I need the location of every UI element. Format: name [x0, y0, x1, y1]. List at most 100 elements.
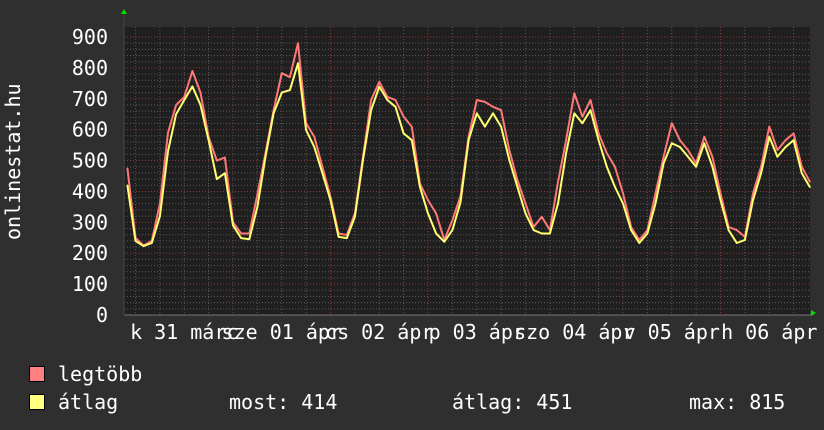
data-point-max	[159, 203, 161, 205]
y-tick-label: 100	[72, 272, 108, 296]
data-point-max	[224, 156, 226, 159]
x-tick-label: k 31 márc	[130, 320, 238, 344]
data-point-max	[752, 192, 754, 195]
data-point-avg	[809, 186, 811, 188]
data-point-avg	[175, 113, 177, 116]
data-point-avg	[215, 178, 218, 180]
data-point-avg	[711, 165, 714, 168]
data-point-avg	[703, 142, 706, 145]
data-point-avg	[207, 139, 210, 141]
data-point-max	[289, 76, 291, 78]
data-point-max	[500, 109, 502, 112]
data-point-max	[183, 96, 186, 98]
data-point-avg	[386, 99, 389, 101]
data-point-max	[492, 106, 494, 108]
data-point-avg	[150, 242, 153, 244]
data-point-avg	[484, 125, 486, 128]
data-point-max	[719, 192, 722, 195]
x-tick-label: h 06 ápr	[721, 320, 817, 344]
data-point-max	[809, 181, 811, 183]
data-point-max	[516, 179, 519, 181]
legend-max-value: max: 815	[689, 390, 786, 414]
data-point-max	[768, 125, 771, 128]
data-point-max	[679, 139, 681, 141]
data-point-avg	[800, 172, 803, 175]
data-point-avg	[646, 232, 649, 235]
data-point-max	[378, 80, 381, 83]
data-point-avg	[695, 165, 697, 168]
data-point-max	[800, 165, 803, 168]
data-point-avg	[508, 159, 511, 161]
data-point-max	[622, 192, 624, 195]
y-tick-label: 300	[72, 210, 108, 234]
data-point-avg	[614, 186, 616, 188]
data-point-avg	[337, 236, 340, 238]
data-point-avg	[524, 212, 527, 215]
data-point-max	[508, 149, 511, 151]
data-point-max	[589, 99, 592, 101]
data-point-avg	[305, 129, 307, 131]
data-point-max	[557, 181, 559, 183]
data-point-max	[126, 167, 129, 170]
data-point-max	[484, 101, 486, 103]
data-point-avg	[142, 245, 145, 247]
data-point-avg	[549, 232, 551, 235]
y-tick-label: 600	[72, 118, 108, 142]
data-point-avg	[638, 242, 641, 244]
data-point-avg	[565, 152, 567, 154]
data-point-avg	[451, 229, 454, 231]
data-point-max	[687, 149, 689, 151]
data-point-avg	[581, 122, 584, 124]
data-point-avg	[435, 232, 437, 235]
data-point-avg	[532, 229, 535, 231]
data-point-avg	[126, 184, 129, 187]
data-point-avg	[679, 146, 681, 148]
data-point-max	[215, 159, 218, 162]
y-tick-label: 400	[72, 179, 108, 203]
data-point-avg	[362, 159, 364, 161]
data-point-avg	[500, 125, 502, 128]
data-point-max	[435, 212, 437, 215]
legend-label-max: legtöbb	[58, 362, 143, 386]
data-point-avg	[289, 89, 291, 91]
y-tick-label: 700	[72, 87, 108, 111]
data-point-avg	[443, 240, 446, 243]
x-tick-label: szo 04 ápr	[514, 320, 634, 344]
data-point-max	[191, 70, 194, 72]
data-point-max	[167, 131, 169, 134]
data-point-max	[475, 99, 478, 101]
data-point-avg	[752, 199, 754, 201]
data-point-avg	[370, 109, 372, 112]
data-point-max	[199, 91, 202, 94]
legend-current-value: most: 414	[229, 390, 338, 414]
data-point-avg	[670, 142, 673, 145]
x-tick-label: cs 02 ápr	[325, 320, 433, 344]
data-point-max	[662, 156, 665, 158]
data-point-max	[638, 239, 641, 241]
data-point-max	[175, 104, 177, 106]
data-point-avg	[784, 146, 787, 148]
data-point-avg	[605, 165, 608, 168]
data-point-avg	[459, 201, 462, 204]
data-point-max	[427, 199, 429, 201]
y-tick-label: 0	[96, 303, 108, 327]
data-point-avg	[402, 132, 405, 135]
data-point-avg	[167, 150, 169, 153]
data-point-avg	[224, 172, 226, 175]
data-point-avg	[492, 112, 494, 115]
data-point-avg	[735, 242, 738, 244]
data-point-avg	[321, 172, 324, 175]
data-point-max	[703, 135, 706, 138]
data-point-max	[573, 92, 576, 95]
data-point-max	[605, 152, 608, 154]
data-point-max	[784, 139, 787, 141]
data-point-avg	[280, 91, 283, 94]
data-point-max	[540, 215, 543, 218]
data-point-avg	[727, 229, 730, 231]
data-point-avg	[410, 139, 413, 141]
data-point-avg	[540, 232, 543, 235]
data-point-avg	[654, 202, 657, 205]
data-point-max	[402, 115, 405, 118]
